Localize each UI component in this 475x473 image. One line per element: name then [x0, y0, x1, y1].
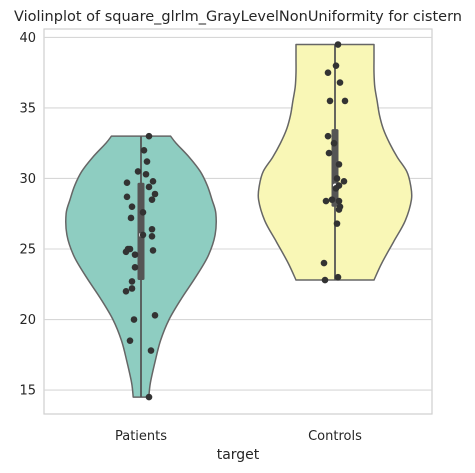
- point-patients-20: [122, 248, 130, 256]
- point-patients-11: [128, 203, 136, 210]
- point-patients-2: [143, 158, 151, 165]
- x-tick-label-controls: Controls: [308, 429, 362, 444]
- point-patients-16: [148, 233, 156, 240]
- y-tick-label-30: 30: [19, 172, 36, 187]
- point-controls-8: [325, 149, 333, 157]
- y-tick-label-40: 40: [19, 31, 36, 46]
- point-controls-13: [332, 185, 340, 192]
- point-patients-22: [131, 264, 139, 271]
- point-patients-27: [151, 311, 159, 319]
- chart-title: Violinplot of square_glrlm_GrayLevelNonU…: [14, 9, 462, 25]
- point-controls-20: [320, 259, 328, 267]
- point-controls-6: [324, 132, 332, 140]
- point-patients-6: [123, 179, 131, 187]
- point-controls-7: [330, 139, 338, 147]
- point-controls-16: [335, 197, 343, 205]
- point-controls-1: [332, 62, 340, 69]
- point-controls-9: [335, 161, 343, 168]
- point-patients-30: [145, 393, 153, 401]
- point-patients-0: [145, 132, 153, 140]
- iqr-box-patients: [137, 182, 145, 281]
- point-controls-14: [328, 196, 336, 203]
- y-tick-label-25: 25: [19, 243, 36, 258]
- point-patients-12: [139, 209, 147, 216]
- point-controls-19: [333, 220, 341, 227]
- point-patients-23: [128, 278, 136, 285]
- point-controls-4: [326, 97, 334, 105]
- point-controls-11: [340, 178, 348, 185]
- point-patients-24: [128, 285, 136, 292]
- x-axis-label: target: [217, 447, 260, 463]
- y-tick-label-35: 35: [19, 101, 36, 116]
- point-controls-5: [341, 97, 349, 105]
- y-tick-labels: 15 20 25 30 35 40: [19, 31, 36, 399]
- point-controls-15: [322, 197, 330, 205]
- point-patients-7: [145, 183, 153, 191]
- point-patients-19: [149, 247, 157, 254]
- point-controls-3: [336, 79, 344, 86]
- point-patients-9: [123, 193, 131, 201]
- point-patients-5: [149, 178, 157, 185]
- x-tick-label-patients: Patients: [115, 429, 167, 444]
- point-patients-21: [131, 251, 139, 258]
- point-patients-28: [126, 337, 134, 344]
- point-controls-10: [333, 175, 341, 182]
- point-controls-21: [334, 273, 342, 281]
- point-patients-1: [140, 146, 148, 154]
- point-patients-8: [151, 190, 159, 198]
- point-patients-26: [130, 316, 138, 323]
- point-patients-14: [148, 225, 156, 233]
- point-controls-2: [324, 69, 332, 77]
- point-patients-13: [127, 214, 135, 222]
- point-patients-15: [139, 231, 147, 239]
- point-patients-4: [142, 170, 150, 178]
- point-patients-3: [134, 168, 142, 175]
- point-controls-0: [334, 41, 342, 48]
- point-patients-25: [122, 288, 130, 295]
- point-patients-29: [147, 347, 155, 354]
- strip-points: [122, 41, 349, 401]
- y-tick-label-15: 15: [19, 384, 36, 399]
- point-patients-10: [148, 196, 156, 203]
- x-tick-labels: Patients Controls: [115, 429, 362, 444]
- y-tick-label-20: 20: [19, 313, 36, 328]
- point-controls-22: [321, 276, 329, 284]
- point-controls-18: [335, 206, 343, 213]
